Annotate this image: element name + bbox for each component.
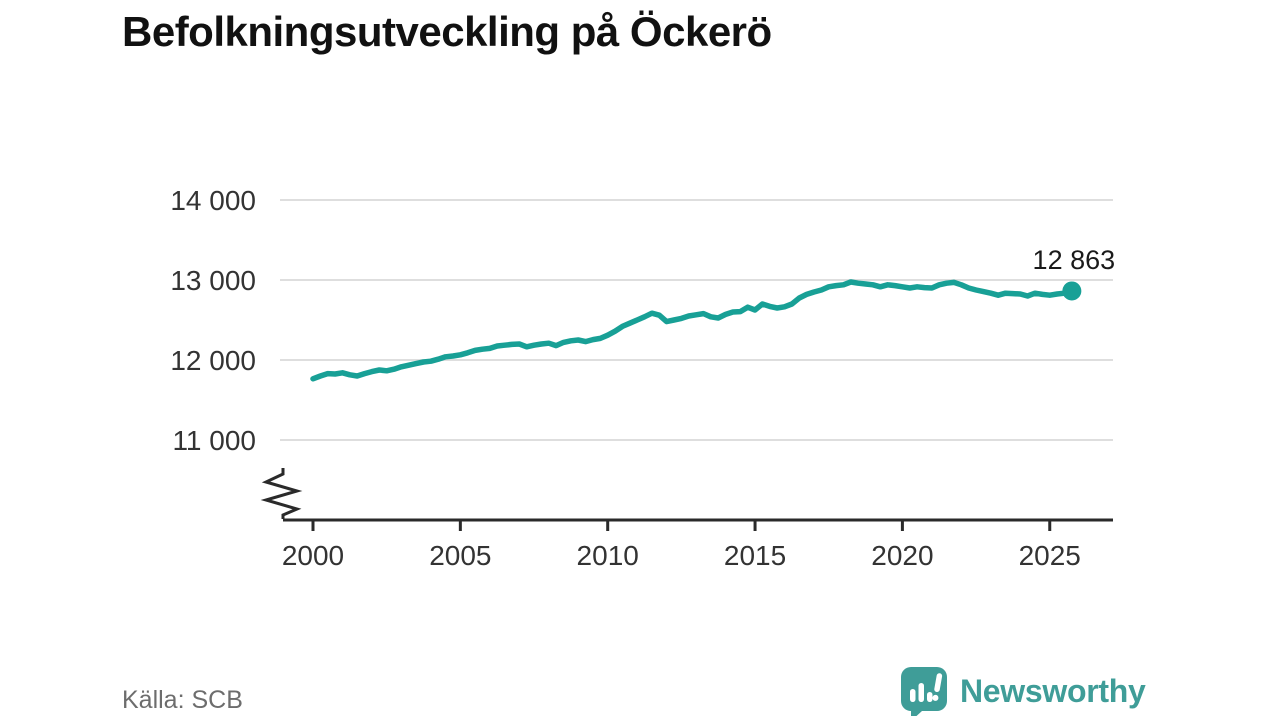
- series-end-dot: [1062, 281, 1082, 301]
- x-tick-label: 2020: [871, 540, 933, 571]
- x-tick-label: 2025: [1019, 540, 1081, 571]
- population-series-line: [310, 279, 1075, 382]
- y-tick-label: 11 000: [172, 425, 256, 456]
- x-tick-label: 2005: [429, 540, 491, 571]
- newsworthy-bubble-icon: [901, 667, 947, 716]
- y-tick-label: 13 000: [170, 265, 256, 296]
- x-tick-label: 2010: [577, 540, 639, 571]
- bar-chart-glyph: [910, 673, 943, 702]
- x-axis-ticks: [311, 520, 1052, 531]
- y-tick-label: 12 000: [170, 345, 256, 376]
- end-value-label: 12 863: [1033, 245, 1116, 275]
- axis-break-icon: [260, 468, 303, 519]
- page-title: Befolkningsutveckling på Öckerö: [122, 8, 772, 55]
- x-axis-labels: 2000 2005 2010 2015 2020 2025: [282, 540, 1081, 571]
- source-caption: Källa: SCB: [122, 686, 243, 714]
- gridlines: [280, 199, 1113, 441]
- population-line-chart: 14 000 13 000 12 000 11 000 2000 2005 2010 201…: [170, 185, 1116, 571]
- exclamation-glyph: [932, 673, 943, 701]
- newsworthy-logo: Newsworthy: [900, 666, 1146, 716]
- y-tick-label: 14 000: [170, 185, 256, 216]
- x-tick-label: 2000: [282, 540, 344, 571]
- newsworthy-wordmark: Newsworthy: [960, 673, 1146, 709]
- x-tick-label: 2015: [724, 540, 786, 571]
- y-axis-labels: 14 000 13 000 12 000 11 000: [170, 185, 256, 456]
